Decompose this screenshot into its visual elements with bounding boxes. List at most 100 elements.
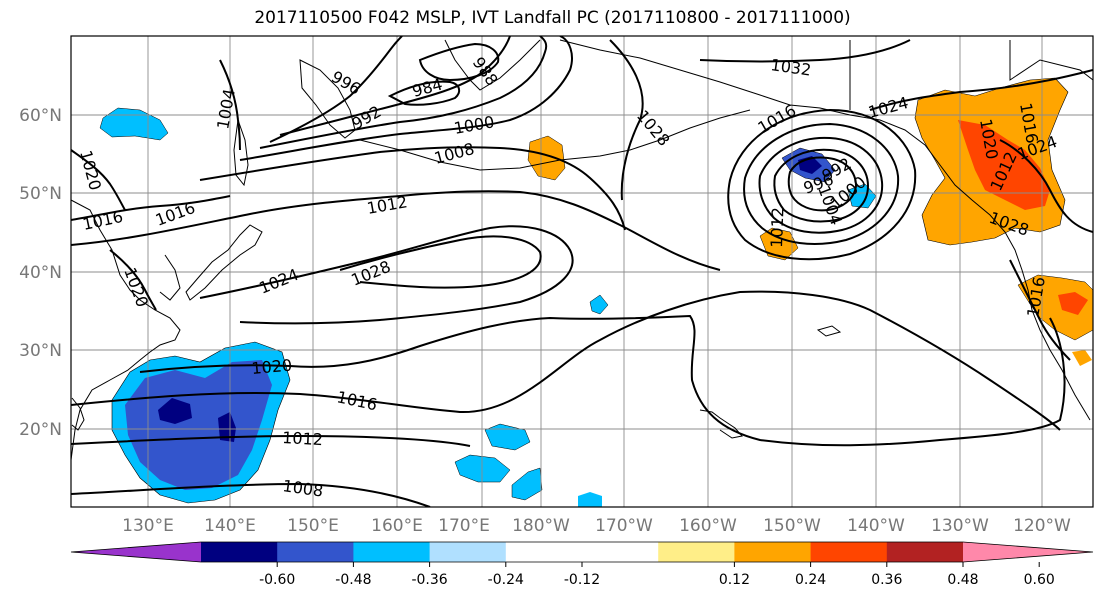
colorbar-extend-high: [963, 542, 1093, 562]
ivt-region-central-a: [454, 454, 511, 483]
isobar-low-5: [787, 156, 858, 212]
isobar-label: 1020: [251, 356, 293, 378]
isobar-1020-west: [71, 149, 126, 211]
map-title: 2017110500 F042 MSLP, IVT Landfall PC (2…: [254, 8, 851, 28]
ivt-region-coast-small: [1072, 350, 1092, 366]
lon-label: 130°W: [931, 516, 989, 536]
isobar-1028-pacific: [339, 235, 542, 289]
isobar-1024-east: [869, 69, 1093, 111]
ivt-region-mid-pacific: [527, 135, 566, 181]
colorbar: [70, 541, 1094, 563]
isobars: [71, 36, 1093, 507]
isobar-1016-east: [1009, 259, 1071, 361]
isobar-1016-west: [71, 195, 231, 221]
colorbar-tick-label: 0.36: [871, 572, 902, 588]
ivt-region-gulf-of-alaska-core: [958, 120, 1050, 210]
island-mid-pacific: [816, 325, 842, 337]
colorbar-segment: [582, 542, 659, 562]
ivt-region-core-b: [218, 412, 236, 442]
coast-hawaii: [699, 409, 743, 439]
colorbar-tick-label: 0.60: [1024, 572, 1055, 588]
lon-label: 170°W: [595, 516, 653, 536]
isobar-1020-east: [999, 139, 1093, 233]
isobar-low-2: [743, 122, 900, 245]
colorbar-segment: [658, 542, 735, 562]
colorbar-segment: [277, 542, 354, 562]
colorbar-tick-label: -0.36: [411, 572, 447, 588]
isobar-988: [418, 42, 500, 82]
ivt-region-central-b: [484, 423, 531, 451]
colorbar-ticks: -0.60 -0.48 -0.36 -0.24 -0.12 0.12 0.24 0.36 0.4…: [259, 562, 1055, 588]
lat-label: 50°N: [19, 184, 62, 204]
lon-label: 130°E: [122, 516, 174, 536]
colorbar-tick-label: -0.60: [259, 572, 295, 588]
coast-aleutians: [359, 109, 751, 171]
lon-label: 140°W: [847, 516, 905, 536]
lon-label: 180°W: [512, 516, 570, 536]
isobar-low-4: [773, 148, 870, 223]
colorbar-tick-label: -0.12: [564, 572, 600, 588]
colorbar-segment: [734, 542, 812, 562]
isobar-1020-nw: [109, 249, 157, 311]
lon-label: 160°E: [371, 516, 423, 536]
colorbar-segment: [353, 542, 431, 562]
colorbar-tick-label: -0.48: [335, 572, 371, 588]
isobar-1012-north: [71, 190, 721, 271]
colorbar-segment: [201, 542, 278, 562]
colorbar-segment: [810, 542, 888, 562]
coast-alaska: [559, 39, 1091, 421]
isobar-992-a: [279, 36, 511, 136]
colorbar-segment: [505, 542, 583, 562]
lat-label: 20°N: [19, 420, 62, 440]
ivt-region-core-a: [158, 398, 192, 424]
ivt-region-small: [589, 294, 609, 315]
coast-canada-interior: [849, 40, 1093, 110]
lon-label: 140°E: [204, 516, 256, 536]
colorbar-segment: [429, 542, 507, 562]
lat-label: 40°N: [19, 263, 62, 283]
lon-label: 150°E: [287, 516, 339, 536]
lat-lon-grid: [71, 36, 1093, 507]
isobar-984: [387, 80, 461, 106]
isobar-1032: [699, 39, 911, 63]
ivt-negative-regions: [99, 107, 877, 507]
isobar-1028-north: [609, 39, 644, 201]
coast-korea: [159, 254, 181, 301]
lon-label: 120°W: [1013, 516, 1071, 536]
lon-label: 160°W: [679, 516, 737, 536]
colorbar-tick-label: 0.48: [947, 572, 978, 588]
isobar-1004-nw: [219, 59, 241, 151]
isobar-1024: [199, 225, 574, 325]
coast-bering: [444, 39, 541, 91]
coast-kamchatka: [299, 59, 356, 139]
coast-sakhalin: [233, 119, 249, 187]
isobar-1016-south: [71, 290, 1061, 431]
colorbar-segment: [886, 542, 964, 562]
coastlines: [71, 39, 1093, 461]
isobar-996-a: [269, 36, 403, 143]
isobar-1020: [139, 314, 1066, 447]
ivt-region-central-c: [511, 467, 543, 501]
ivt-region-pacific-nw-core: [1058, 292, 1088, 315]
colorbar-tick-label: -0.24: [488, 572, 524, 588]
ivt-region-central-d: [578, 492, 602, 507]
isobar-low-3: [758, 136, 884, 234]
isobar-1008-south: [71, 482, 431, 507]
ivt-region-south-of-low: [759, 227, 799, 261]
lon-label: 150°W: [763, 516, 821, 536]
colorbar-tick-label: 0.12: [719, 572, 750, 588]
isobar-1012-south: [71, 434, 471, 447]
lat-label: 60°N: [19, 106, 62, 126]
longitude-labels: 130°E 140°E 150°E 160°E 170°E 180°W 170°…: [122, 516, 1071, 536]
latitude-labels: 60°N 50°N 40°N 30°N 20°N: [19, 106, 62, 440]
lon-label: 170°E: [438, 516, 490, 536]
map-frame: [70, 35, 1094, 508]
isobar-label: 1012: [767, 207, 787, 248]
isobar-1008-north: [199, 146, 626, 231]
ivt-region-northwest: [99, 107, 169, 141]
colorbar-outline: [70, 541, 1094, 563]
lat-label: 30°N: [19, 341, 62, 361]
coast-japan: [185, 224, 263, 301]
colorbar-extend-low: [71, 542, 201, 562]
isobar-1000-north: [259, 36, 548, 149]
